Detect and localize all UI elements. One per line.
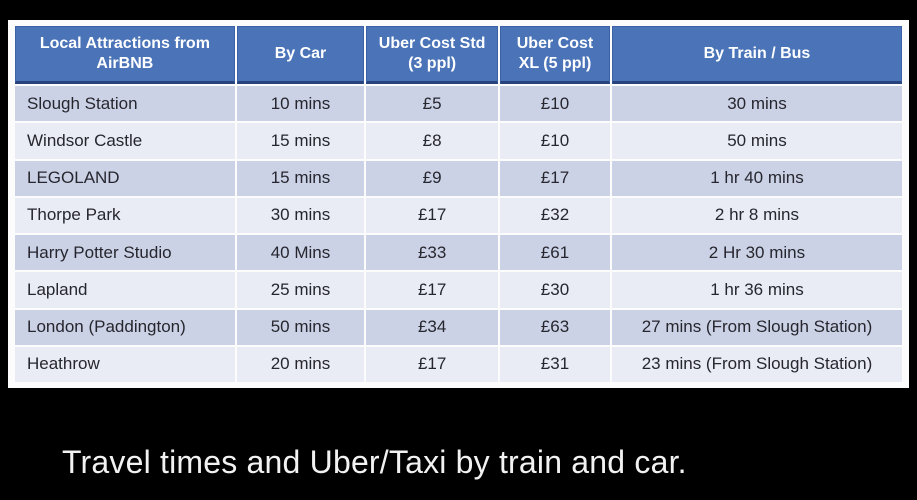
- cell-uber-std: £9: [366, 160, 499, 196]
- cell-uber-std: £17: [366, 272, 499, 308]
- cell-uber-xl: £61: [500, 235, 610, 271]
- header-row: Local Attractions from AirBNB By Car Ube…: [15, 26, 902, 84]
- table-row: Harry Potter Studio 40 Mins £33 £61 2 Hr…: [15, 235, 902, 271]
- table-panel: Local Attractions from AirBNB By Car Ube…: [8, 20, 909, 388]
- cell-attraction: Slough Station: [15, 86, 235, 122]
- attractions-table: Local Attractions from AirBNB By Car Ube…: [13, 24, 904, 384]
- cell-by-car: 40 Mins: [236, 235, 365, 271]
- cell-train-bus: 1 hr 36 mins: [611, 272, 902, 308]
- cell-by-car: 20 mins: [236, 346, 365, 382]
- cell-uber-xl: £63: [500, 309, 610, 345]
- col-header-uber-std: Uber Cost Std (3 ppl): [366, 26, 499, 84]
- table-row: Lapland 25 mins £17 £30 1 hr 36 mins: [15, 272, 902, 308]
- cell-by-car: 15 mins: [236, 123, 365, 159]
- cell-attraction: Heathrow: [15, 346, 235, 382]
- cell-uber-xl: £17: [500, 160, 610, 196]
- cell-train-bus: 23 mins (From Slough Station): [611, 346, 902, 382]
- cell-uber-xl: £30: [500, 272, 610, 308]
- cell-attraction: LEGOLAND: [15, 160, 235, 196]
- cell-uber-std: £5: [366, 86, 499, 122]
- cell-attraction: London (Paddington): [15, 309, 235, 345]
- col-header-train-bus: By Train / Bus: [611, 26, 902, 84]
- table-row: LEGOLAND 15 mins £9 £17 1 hr 40 mins: [15, 160, 902, 196]
- table-row: London (Paddington) 50 mins £34 £63 27 m…: [15, 309, 902, 345]
- cell-attraction: Windsor Castle: [15, 123, 235, 159]
- cell-train-bus: 2 Hr 30 mins: [611, 235, 902, 271]
- cell-by-car: 30 mins: [236, 197, 365, 233]
- cell-uber-std: £17: [366, 346, 499, 382]
- cell-attraction: Lapland: [15, 272, 235, 308]
- cell-uber-std: £17: [366, 197, 499, 233]
- cell-attraction: Harry Potter Studio: [15, 235, 235, 271]
- col-header-uber-xl: Uber Cost XL (5 ppl): [500, 26, 610, 84]
- cell-train-bus: 30 mins: [611, 86, 902, 122]
- photo-caption: Travel times and Uber/Taxi by train and …: [62, 444, 687, 480]
- col-header-by-car: By Car: [236, 26, 365, 84]
- table-row: Heathrow 20 mins £17 £31 23 mins (From S…: [15, 346, 902, 382]
- cell-by-car: 15 mins: [236, 160, 365, 196]
- col-header-attractions: Local Attractions from AirBNB: [15, 26, 235, 84]
- cell-uber-xl: £31: [500, 346, 610, 382]
- cell-uber-std: £33: [366, 235, 499, 271]
- cell-train-bus: 1 hr 40 mins: [611, 160, 902, 196]
- cell-uber-xl: £32: [500, 197, 610, 233]
- cell-train-bus: 27 mins (From Slough Station): [611, 309, 902, 345]
- cell-uber-xl: £10: [500, 86, 610, 122]
- cell-by-car: 50 mins: [236, 309, 365, 345]
- cell-attraction: Thorpe Park: [15, 197, 235, 233]
- cell-uber-std: £34: [366, 309, 499, 345]
- table-row: Thorpe Park 30 mins £17 £32 2 hr 8 mins: [15, 197, 902, 233]
- cell-by-car: 10 mins: [236, 86, 365, 122]
- cell-uber-std: £8: [366, 123, 499, 159]
- table-row: Windsor Castle 15 mins £8 £10 50 mins: [15, 123, 902, 159]
- cell-train-bus: 50 mins: [611, 123, 902, 159]
- cell-train-bus: 2 hr 8 mins: [611, 197, 902, 233]
- table-row: Slough Station 10 mins £5 £10 30 mins: [15, 86, 902, 122]
- cell-uber-xl: £10: [500, 123, 610, 159]
- cell-by-car: 25 mins: [236, 272, 365, 308]
